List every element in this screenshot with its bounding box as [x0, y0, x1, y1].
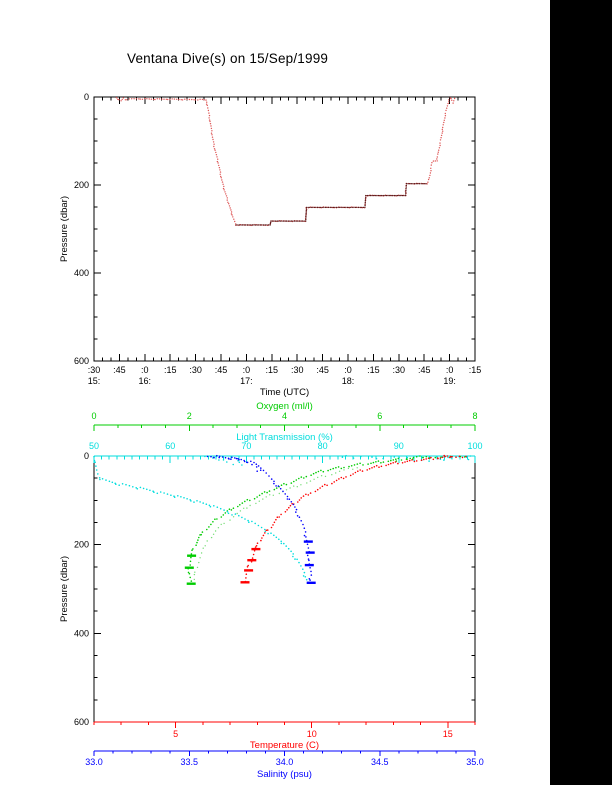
station-stop-mark — [187, 554, 197, 557]
station-stop-mark — [244, 569, 254, 572]
tick-label: :30 — [189, 365, 202, 375]
station-stop-mark — [240, 581, 250, 584]
tick-label: :45 — [215, 365, 228, 375]
tick-label: :45 — [113, 365, 126, 375]
tick-label: 15 — [443, 729, 453, 739]
tick-label: 0 — [91, 411, 96, 421]
tick-label: :0 — [243, 365, 251, 375]
tick-label: 80 — [318, 441, 328, 451]
tick-label: 50 — [89, 441, 99, 451]
tick-label: :15 — [469, 365, 482, 375]
tick-label: :30 — [291, 365, 304, 375]
x-axis-title: Light Transmission (%) — [236, 432, 333, 443]
station-stop-mark — [251, 547, 261, 551]
tick-label: 200 — [74, 540, 89, 550]
tick-label: 0 — [84, 92, 89, 102]
tick-label: 4 — [282, 411, 287, 421]
y-axis-title: Pressure (dbar) — [59, 556, 70, 622]
series-salinity-profile — [206, 454, 316, 584]
tick-label: 33.5 — [180, 757, 198, 767]
tick-label: :45 — [316, 365, 329, 375]
tick-label: 70 — [241, 441, 251, 451]
series-dive-depth-profile-dense — [235, 183, 427, 226]
series-temperature-profile — [240, 454, 467, 584]
tick-label: 0 — [84, 451, 89, 461]
station-stop-mark — [247, 559, 257, 562]
bottom-chart: 0 200 400 600 Pressure (dbar) — [59, 451, 476, 727]
tick-label: 34.5 — [371, 757, 389, 767]
tick-label: :30 — [393, 365, 406, 375]
axis-light: 50 60 70 80 90 100 Light Transmission (%) — [89, 432, 483, 463]
tick-label: 90 — [394, 441, 404, 451]
tick-label: 60 — [165, 441, 175, 451]
station-stop-mark — [303, 540, 313, 543]
tick-label: 10 — [307, 729, 317, 739]
x-axis-title: Time (UTC) — [260, 387, 309, 398]
hour-label: 17: — [240, 376, 253, 386]
tick-label: :0 — [141, 365, 149, 375]
tick-label: 600 — [74, 717, 89, 727]
tick-label: :15 — [164, 365, 177, 375]
tick-label: 2 — [187, 411, 192, 421]
tick-label: 6 — [377, 411, 382, 421]
right-black-band — [550, 0, 612, 785]
tick-label: :30 — [88, 365, 101, 375]
page-title: Ventana Dive(s) on 15/Sep/1999 — [127, 51, 329, 66]
tick-label: :45 — [418, 365, 431, 375]
hour-label: 15: — [88, 376, 101, 386]
tick-label: 5 — [173, 729, 178, 739]
tick-label: :0 — [344, 365, 352, 375]
station-stop-mark — [184, 566, 194, 569]
tick-label: 33.0 — [85, 757, 103, 767]
hour-label: 18: — [342, 376, 355, 386]
tick-label: :15 — [367, 365, 380, 375]
series-dive-depth-profile — [115, 97, 456, 227]
tick-label: :15 — [266, 365, 279, 375]
tick-label: 200 — [74, 180, 89, 190]
tick-label: 400 — [74, 268, 89, 278]
station-stop-mark — [305, 551, 315, 554]
tick-label: 600 — [74, 356, 89, 366]
x-axis-title: Oxygen (ml/l) — [256, 401, 312, 412]
tick-label: 34.0 — [276, 757, 294, 767]
axis-temperature: 5 10 15 Temperature (C) — [93, 721, 476, 751]
x-axis-title: Temperature (C) — [250, 740, 319, 751]
series-oxygen-ascent-trace — [193, 467, 358, 581]
tick-label: 35.0 — [466, 757, 484, 767]
station-stop-mark — [186, 582, 196, 585]
tick-label: 100 — [467, 441, 482, 451]
tick-label: :0 — [446, 365, 454, 375]
tick-label: 8 — [472, 411, 477, 421]
y-axis-title: Pressure (dbar) — [59, 196, 70, 262]
station-stop-mark — [304, 563, 314, 567]
station-stop-mark — [306, 581, 316, 584]
axis-salinity: 33.0 33.5 34.0 34.5 35.0 Salinity (psu) — [85, 750, 484, 780]
axis-oxygen: 0 2 4 6 8 Oxygen (ml/l) — [91, 401, 478, 431]
x-axis-title: Salinity (psu) — [257, 769, 312, 780]
top-chart: 0200400600:30:45:0:15:30:45:0:15:30:45:0… — [59, 92, 481, 398]
hour-label: 16: — [139, 376, 152, 386]
series-oxygen-profile — [184, 455, 466, 585]
series-light-transmission-profile — [93, 454, 472, 584]
tick-label: 400 — [74, 628, 89, 638]
hour-label: 19: — [443, 376, 456, 386]
